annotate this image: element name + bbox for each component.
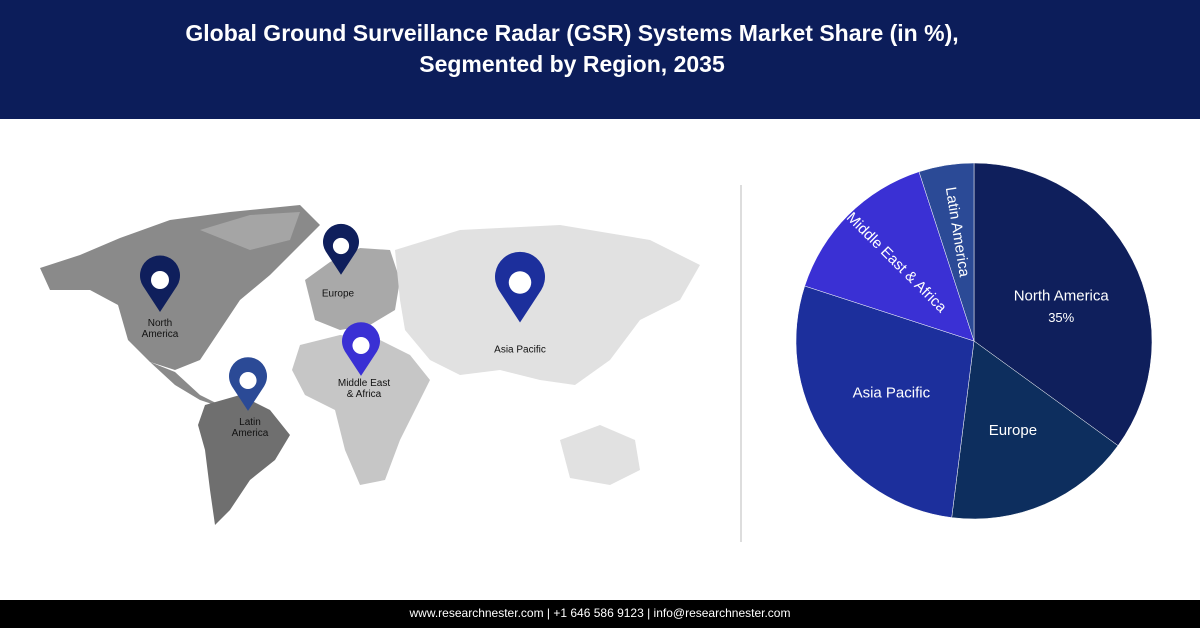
pie-slice [951,340,1119,520]
pin-dot [239,371,257,390]
pie-slice [804,171,975,342]
map-pins: North America Europe Asia Pacific Middle Eas… [140,223,546,439]
central-america-shape [150,362,230,410]
oceania-shape [560,425,640,485]
slice-label: Asia Pacific [853,384,931,401]
pin-label: Europe [322,289,355,300]
pin-dot [508,271,532,294]
pin-label: North America [142,318,179,340]
value-label: 35% [1048,310,1074,325]
latin-america-shape [198,395,290,525]
slice-label: Europe [989,422,1037,439]
footer-band [0,600,1200,628]
pin-label: Latin America [232,417,269,439]
pie-slice [973,162,1153,446]
pin-dot [332,237,350,255]
pin-dot [151,271,169,289]
pin-label: Asia Pacific [494,345,546,356]
slice-label: North America [1014,288,1110,305]
world-map [40,205,700,525]
footer-text: www.researchnester.com | +1 646 586 9123… [409,606,791,620]
title-line: Segmented by Region, 2035 [419,51,725,77]
pin-dot [352,336,370,355]
greenland-shape [200,212,300,250]
header-band [0,0,1200,119]
africa-shape [292,335,430,485]
pin-label: Middle East & Africa [338,378,390,400]
pie-slice [795,285,975,518]
pie-slice [918,162,975,342]
title-line: Global Ground Surveillance Radar (GSR) S… [185,20,958,46]
asia-shape [395,225,700,385]
europe-shape [305,248,400,330]
